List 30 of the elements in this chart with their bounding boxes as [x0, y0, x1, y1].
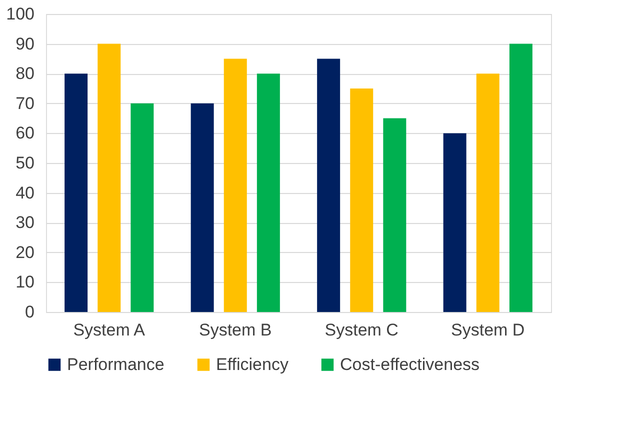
bar	[224, 58, 247, 312]
legend-label: Cost-effectiveness	[340, 354, 480, 374]
bar	[64, 74, 88, 312]
bar	[509, 44, 532, 312]
bar	[476, 74, 500, 312]
bar	[256, 74, 280, 312]
y-tick-label: 40	[16, 183, 34, 202]
bar	[98, 44, 121, 312]
x-tick-label: System C	[324, 320, 398, 340]
bar	[317, 58, 340, 312]
y-tick-label: 60	[16, 124, 34, 143]
y-tick-label: 90	[16, 34, 34, 54]
y-tick-label: 70	[16, 94, 34, 113]
y-tick-label: 50	[16, 154, 34, 172]
y-tick-label: 30	[16, 213, 34, 232]
y-tick-label: 20	[16, 242, 34, 262]
legend-label: Performance	[67, 354, 164, 374]
bar	[350, 88, 374, 312]
bar	[443, 133, 466, 312]
bar	[130, 103, 154, 312]
bar	[190, 103, 214, 312]
legend-label: Efficiency	[216, 354, 289, 374]
y-tick-label: 0	[25, 302, 34, 322]
x-tick-label: System D	[451, 320, 525, 340]
y-tick-label: 80	[16, 64, 34, 84]
y-tick-label: 10	[16, 272, 34, 292]
y-tick-label: 100	[6, 4, 34, 24]
bar	[383, 118, 406, 312]
x-tick-label: System A	[73, 320, 146, 340]
x-tick-label: System B	[199, 320, 272, 340]
